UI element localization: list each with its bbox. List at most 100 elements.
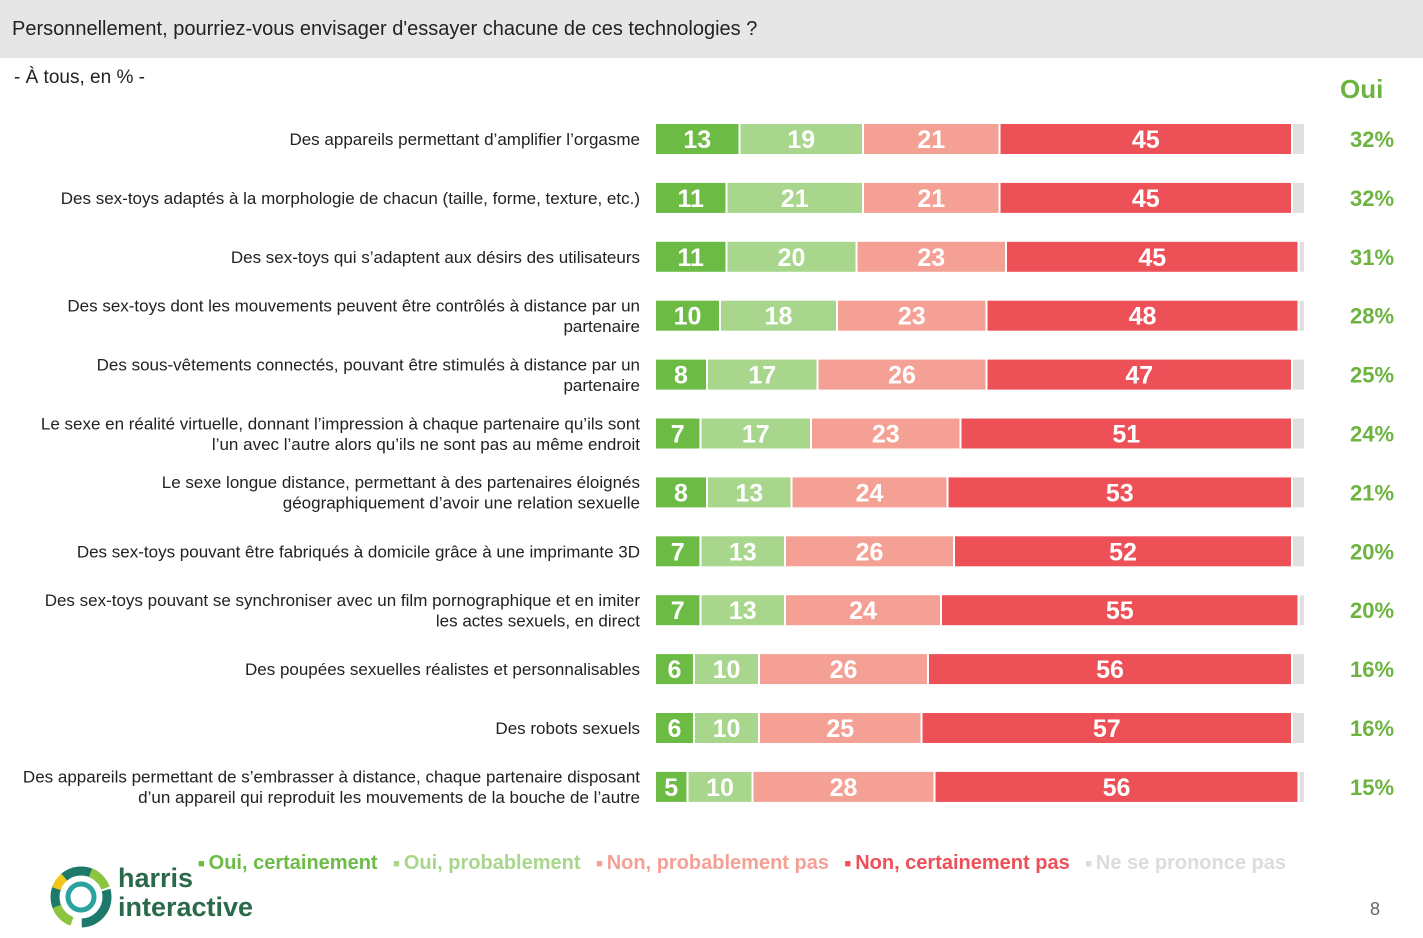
- category-label: Le sexe en réalité virtuelle, donnant l’…: [41, 414, 640, 454]
- data-label: 53: [1106, 479, 1134, 507]
- oui-total-label: 20%: [1350, 598, 1394, 623]
- bar-segment: [656, 536, 700, 567]
- data-label: 24: [849, 597, 877, 625]
- data-label: 45: [1138, 244, 1166, 272]
- bar-segment: [760, 713, 921, 743]
- bar-segment: [656, 713, 693, 743]
- data-label: 13: [729, 597, 757, 625]
- legend-label: Oui, probablement: [403, 852, 581, 874]
- stacked-bar-chart: Des appareils permettant d’amplifier l’o…: [23, 124, 1394, 808]
- category-label: Des sex-toys pouvant être fabriqués à do…: [77, 542, 640, 561]
- bar-segment: [838, 300, 986, 331]
- bar-segment: [688, 771, 752, 802]
- bar-segment: [1293, 124, 1304, 154]
- legend-label: Non, certainement pas: [855, 852, 1070, 874]
- category-label: Des appareils permettant de s’embrasser …: [23, 768, 640, 808]
- category-label: Le sexe longue distance, permettant à de…: [162, 473, 640, 513]
- bar-segment: [701, 595, 784, 626]
- data-label: 25: [826, 715, 854, 743]
- data-label: 13: [683, 126, 711, 154]
- data-label: 7: [671, 538, 685, 566]
- harris-interactive-logo: harris interactive: [48, 862, 288, 932]
- data-label: 10: [674, 303, 702, 331]
- data-label: 45: [1132, 126, 1160, 154]
- data-label: 11: [678, 244, 705, 272]
- legend-item-non-probablement-pas: ■ Non, probablement pas: [596, 852, 829, 875]
- data-label: 10: [713, 656, 741, 684]
- data-label: 55: [1106, 597, 1134, 625]
- data-label: 26: [830, 656, 858, 684]
- oui-total-label: 31%: [1350, 245, 1394, 270]
- logo-line2: interactive: [118, 892, 254, 922]
- bar-segment: [695, 654, 758, 685]
- bar-segment: [1299, 771, 1304, 802]
- data-label: 11: [678, 185, 705, 213]
- data-label: 23: [898, 303, 926, 331]
- data-label: 17: [748, 362, 776, 390]
- bar-segment: [701, 536, 784, 567]
- category-label: Des sous-vêtements connectés, pouvant êt…: [97, 355, 640, 395]
- bar-segment: [656, 771, 687, 802]
- data-label: 10: [706, 774, 734, 802]
- category-label: Des appareils permettant d’amplifier l’o…: [289, 130, 640, 149]
- bar-segment: [942, 595, 1298, 626]
- bar-segment: [740, 124, 862, 154]
- data-label: 52: [1109, 538, 1137, 566]
- logo-mark-icon: [50, 866, 112, 928]
- oui-total-label: 16%: [1350, 657, 1394, 682]
- oui-total-label: 21%: [1350, 480, 1394, 505]
- bar-segment: [753, 771, 934, 802]
- bar-segment: [656, 595, 700, 626]
- oui-total-label: 20%: [1350, 539, 1394, 564]
- category-label: Des sex-toys pouvant se synchroniser ave…: [45, 591, 641, 631]
- data-label: 21: [917, 185, 945, 213]
- bar-segment: [961, 418, 1291, 449]
- bar-segment: [786, 595, 940, 626]
- page-number: 8: [1370, 899, 1381, 919]
- bar-segment: [1293, 359, 1304, 390]
- data-label: 7: [671, 597, 685, 625]
- oui-total-label: 32%: [1350, 127, 1394, 152]
- data-label: 56: [1096, 656, 1124, 684]
- bar-segment: [786, 536, 953, 567]
- category-label: Des sex-toys qui s’adaptent aux désirs d…: [231, 248, 640, 267]
- legend-item-oui-certainement: ■ Oui, certainement: [198, 852, 378, 875]
- category-label: Des robots sexuels: [495, 719, 640, 738]
- data-label: 6: [668, 715, 682, 743]
- bar-segment: [1293, 182, 1304, 213]
- bar-segment: [818, 359, 986, 390]
- bar-segment: [656, 241, 726, 272]
- data-label: 21: [917, 126, 945, 154]
- bar-segment: [1007, 241, 1298, 272]
- data-label: 18: [765, 303, 793, 331]
- data-label: 8: [674, 479, 688, 507]
- chart-title: Personnellement, pourriez-vous envisager…: [12, 18, 758, 40]
- legend-label: Ne se prononce pas: [1095, 852, 1286, 874]
- legend: ■ Oui, certainement ■ Oui, probablement ■ N…: [198, 852, 1296, 875]
- data-label: 47: [1125, 362, 1153, 390]
- legend-swatch: ■: [198, 857, 205, 870]
- bar-segment: [955, 536, 1291, 567]
- legend-item-ne-se-prononce-pas: ■ Ne se prononce pas: [1085, 852, 1286, 875]
- bar-segment: [864, 124, 999, 154]
- bar-segment: [656, 418, 700, 449]
- data-label: 21: [781, 185, 809, 213]
- bar-segment: [948, 477, 1291, 508]
- data-label: 51: [1112, 421, 1140, 449]
- data-label: 24: [856, 479, 884, 507]
- legend-item-non-certainement-pas: ■ Non, certainement pas: [845, 852, 1070, 875]
- data-label: 10: [713, 715, 741, 743]
- bar-segment: [656, 359, 706, 390]
- legend-swatch: ■: [596, 857, 603, 870]
- bar-segment: [922, 713, 1291, 743]
- bar-segment: [864, 182, 999, 213]
- oui-total-label: 16%: [1350, 716, 1394, 741]
- logo-line1: harris: [118, 863, 194, 893]
- data-label: 45: [1132, 185, 1160, 213]
- bar-segment: [1299, 241, 1304, 272]
- bar-segment: [656, 300, 719, 331]
- bar-segment: [857, 241, 1005, 272]
- chart-subtitle: - À tous, en % -: [14, 67, 145, 88]
- legend-label: Non, probablement pas: [606, 852, 829, 874]
- data-label: 6: [668, 656, 682, 684]
